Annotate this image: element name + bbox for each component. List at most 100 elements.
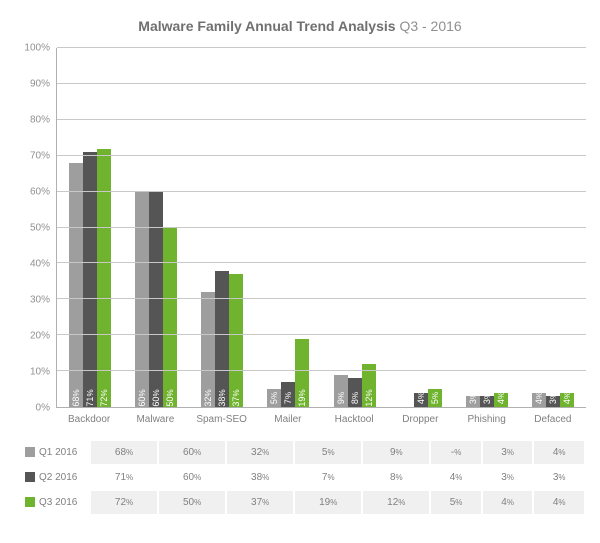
bar-value-label: 37% bbox=[231, 389, 241, 406]
bar-value-label: 19% bbox=[297, 389, 307, 406]
bar-value-label: 5% bbox=[430, 392, 440, 404]
bar: 3% bbox=[466, 396, 480, 407]
bar-value-label: 72% bbox=[99, 389, 109, 406]
bar-value-label: 7% bbox=[283, 392, 293, 404]
bar-value-label: 3% bbox=[548, 392, 558, 404]
legend-value-cell: 7% bbox=[295, 466, 361, 489]
y-tick: 90% bbox=[30, 79, 50, 90]
gridline bbox=[57, 334, 586, 335]
legend-value-cell: 3% bbox=[483, 466, 533, 489]
title-main: Malware Family Annual Trend Analysis bbox=[138, 18, 395, 34]
chart-area: 0%10%20%30%40%50%60%70%80%90%100% 68%71%… bbox=[14, 48, 586, 408]
bar: 32% bbox=[201, 292, 215, 407]
legend-value-cell: 5% bbox=[431, 491, 481, 514]
legend-value-cell: 71% bbox=[91, 466, 157, 489]
bar-value-label: 60% bbox=[151, 389, 161, 406]
legend-header-cell: Q3 2016 bbox=[21, 491, 89, 514]
x-label: Hacktool bbox=[321, 414, 387, 425]
legend-series-name: Q1 2016 bbox=[39, 447, 77, 458]
category-group: 3%3%4% bbox=[454, 48, 520, 407]
gridline bbox=[57, 298, 586, 299]
bar: 4% bbox=[560, 393, 574, 407]
bar-value-label: 4% bbox=[416, 392, 426, 404]
legend-series-name: Q2 2016 bbox=[39, 472, 77, 483]
bars-row: 68%71%72%60%60%50%32%38%37%5%7%19%9%8%12… bbox=[57, 48, 586, 407]
legend-value-cell: 72% bbox=[91, 491, 157, 514]
bar-value-label: 12% bbox=[364, 389, 374, 406]
y-tick: 0% bbox=[36, 403, 50, 414]
legend-value-cell: 4% bbox=[534, 441, 584, 464]
bar-value-label: 60% bbox=[137, 389, 147, 406]
bar: 5% bbox=[267, 389, 281, 407]
bar-value-label: 3% bbox=[468, 392, 478, 404]
legend-value-cell: 12% bbox=[363, 491, 429, 514]
gridline bbox=[57, 370, 586, 371]
category-group: 32%38%37% bbox=[189, 48, 255, 407]
category-group: 4% 5% bbox=[388, 48, 454, 407]
y-tick: 30% bbox=[30, 295, 50, 306]
legend-value-cell: 4% bbox=[483, 491, 533, 514]
bar: 4% bbox=[414, 393, 428, 407]
legend-swatch bbox=[25, 472, 35, 482]
x-label: Defaced bbox=[520, 414, 586, 425]
legend-value-cell: 60% bbox=[159, 466, 225, 489]
x-label: Mailer bbox=[255, 414, 321, 425]
legend-value-cell: 3% bbox=[483, 441, 533, 464]
bar: 19% bbox=[295, 339, 309, 407]
category-group: 5% 7% 19% bbox=[255, 48, 321, 407]
gridline bbox=[57, 262, 586, 263]
y-tick: 80% bbox=[30, 115, 50, 126]
y-tick: 100% bbox=[24, 43, 50, 54]
bar-value-label: 4% bbox=[496, 392, 506, 404]
bar: 72% bbox=[97, 149, 111, 407]
legend-value-cell: 9% bbox=[363, 441, 429, 464]
legend-value-cell: 19% bbox=[295, 491, 361, 514]
y-tick: 70% bbox=[30, 151, 50, 162]
bar: 50% bbox=[163, 228, 177, 408]
legend-value-cell: 37% bbox=[227, 491, 293, 514]
legend-value-cell: 50% bbox=[159, 491, 225, 514]
legend-header-cell: Q2 2016 bbox=[21, 466, 89, 489]
bar: 37% bbox=[229, 274, 243, 407]
x-label: Backdoor bbox=[56, 414, 122, 425]
legend-value-cell: 60% bbox=[159, 441, 225, 464]
bar-value-label: 68% bbox=[71, 389, 81, 406]
bar: 5% bbox=[428, 389, 442, 407]
gridline bbox=[57, 119, 586, 120]
y-tick: 10% bbox=[30, 367, 50, 378]
category-group: 60%60%50% bbox=[123, 48, 189, 407]
legend-row: Q1 201668%60%32%5%9%-%3%4% bbox=[21, 441, 584, 464]
bar-value-label: 4% bbox=[534, 392, 544, 404]
bar: 38% bbox=[215, 271, 229, 407]
legend-value-cell: 4% bbox=[534, 491, 584, 514]
title-sub: Q3 - 2016 bbox=[399, 18, 461, 34]
legend-swatch bbox=[25, 497, 35, 507]
bar: 4% bbox=[532, 393, 546, 407]
gridline bbox=[57, 155, 586, 156]
gridline bbox=[57, 191, 586, 192]
gridline bbox=[57, 83, 586, 84]
legend-value-cell: -% bbox=[431, 441, 481, 464]
bar-value-label: 32% bbox=[203, 389, 213, 406]
legend-value-cell: 32% bbox=[227, 441, 293, 464]
bar-value-label: 5% bbox=[269, 392, 279, 404]
bar-value-label: 9% bbox=[336, 392, 346, 404]
legend-value-cell: 68% bbox=[91, 441, 157, 464]
legend-series-name: Q3 2016 bbox=[39, 497, 77, 508]
y-tick: 50% bbox=[30, 223, 50, 234]
bar-value-label: 4% bbox=[562, 392, 572, 404]
legend-swatch bbox=[25, 447, 35, 457]
bar-value-label: 71% bbox=[85, 389, 95, 406]
x-label: Phishing bbox=[454, 414, 520, 425]
y-tick: 60% bbox=[30, 187, 50, 198]
legend-value-cell: 3% bbox=[534, 466, 584, 489]
chart-container: Malware Family Annual Trend Analysis Q3 … bbox=[0, 0, 600, 543]
legend-value-cell: 4% bbox=[431, 466, 481, 489]
bar: 7% bbox=[281, 382, 295, 407]
x-label: Spam-SEO bbox=[189, 414, 255, 425]
plot-area: 68%71%72%60%60%50%32%38%37%5%7%19%9%8%12… bbox=[56, 48, 586, 408]
chart-title: Malware Family Annual Trend Analysis Q3 … bbox=[14, 18, 586, 34]
y-tick: 40% bbox=[30, 259, 50, 270]
x-axis-labels: BackdoorMalwareSpam-SEOMailerHacktoolDro… bbox=[56, 414, 586, 425]
legend-table: Q1 201668%60%32%5%9%-%3%4%Q2 201671%60%3… bbox=[19, 439, 586, 516]
